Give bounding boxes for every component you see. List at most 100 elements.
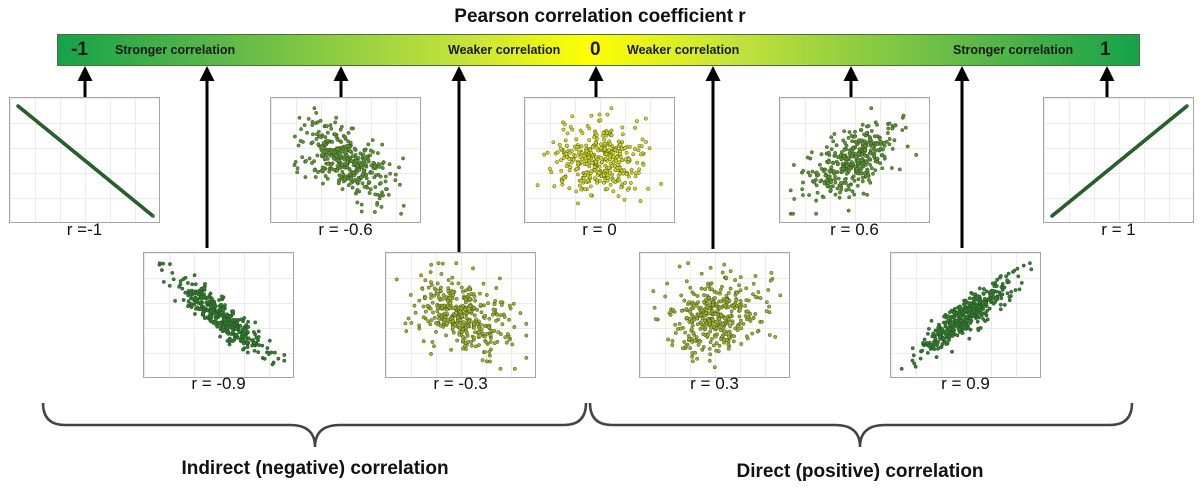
scatter-point <box>860 152 864 157</box>
scatter-point <box>192 289 197 294</box>
scatter-point <box>492 341 497 346</box>
scatter-point <box>723 304 728 308</box>
scatter-point <box>730 304 735 309</box>
scatter-point <box>491 307 496 312</box>
scatter-point <box>852 178 857 183</box>
scatter-point <box>483 313 488 318</box>
scatter-point <box>568 165 573 170</box>
scatter-point <box>724 332 728 337</box>
scatter-point <box>866 172 871 177</box>
r-value-label-3: r = -0.3 <box>433 374 488 393</box>
scatter-point <box>912 361 917 366</box>
scatter-point <box>477 330 482 335</box>
scatter-point <box>708 352 713 357</box>
scatter-point <box>705 301 710 306</box>
scatter-plot-8 <box>1043 97 1194 223</box>
scatter-point <box>670 343 675 347</box>
scatter-point <box>867 156 871 161</box>
scatter-point <box>721 321 725 326</box>
scatter-point <box>183 290 188 295</box>
scatter-point <box>892 138 897 143</box>
scatter-point <box>583 187 588 192</box>
scatter-point <box>272 350 277 355</box>
scatter-point <box>559 168 564 173</box>
scatter-point <box>333 120 338 125</box>
scatter-point <box>459 314 464 319</box>
scatter-point <box>970 291 975 296</box>
scatter-point <box>822 181 827 186</box>
scatter-point <box>377 196 382 201</box>
scatter-point <box>380 142 385 147</box>
scatter-point <box>851 174 856 179</box>
scatter-point <box>875 142 880 146</box>
scatter-point <box>622 197 627 202</box>
scatter-point <box>388 171 393 176</box>
scatter-point <box>587 164 592 169</box>
scatter-point <box>250 343 255 348</box>
scatter-point <box>437 312 442 317</box>
scatter-point <box>635 119 639 124</box>
scatter-point <box>564 152 569 156</box>
scatter-point <box>710 302 715 307</box>
scatter-point <box>399 211 404 216</box>
scatter-point <box>852 192 857 197</box>
scatter-point <box>735 324 740 329</box>
scatter-point <box>305 130 309 135</box>
scatter-point <box>463 307 468 312</box>
scatter-point <box>1007 294 1012 299</box>
scatter-point <box>355 164 360 169</box>
scatter-point <box>984 289 989 294</box>
scatter-point <box>451 293 456 297</box>
negative-group-brace <box>41 402 588 448</box>
scatter-point <box>946 318 951 323</box>
scatter-point <box>588 184 593 189</box>
scatter-point <box>862 171 867 176</box>
scatter-point <box>450 281 455 286</box>
scatter-point <box>549 170 554 175</box>
scatter-point <box>467 319 472 324</box>
correlation-scale-bar: -1 Stronger correlation Weaker correlati… <box>57 34 1140 66</box>
scatter-point <box>552 184 557 189</box>
scatter-point <box>864 162 868 167</box>
scatter-point <box>585 162 589 167</box>
scatter-point <box>812 180 817 185</box>
scatter-point <box>576 201 580 206</box>
scatter-point <box>659 182 664 186</box>
scatter-point <box>574 137 579 142</box>
scatter-point <box>574 189 579 194</box>
scatter-point <box>343 147 348 152</box>
scatter-point <box>310 161 314 165</box>
scatter-point <box>800 187 805 192</box>
scatter-point <box>855 183 860 188</box>
scatter-point <box>636 148 641 153</box>
scatter-point <box>437 316 441 321</box>
scatter-point <box>321 181 325 186</box>
scatter-point <box>397 165 401 170</box>
scatter-point <box>918 356 923 361</box>
scatter-point <box>731 339 736 344</box>
scatter-point <box>814 170 819 175</box>
scatter-point <box>823 173 828 178</box>
scatter-point <box>428 270 433 274</box>
scatter-point <box>859 162 864 167</box>
scatter-point <box>865 168 870 173</box>
scatter-point <box>472 305 477 310</box>
scatter-point <box>421 339 426 344</box>
scatter-point <box>922 337 927 342</box>
scatter-point <box>652 305 657 310</box>
scatter-point <box>373 192 378 197</box>
scatter-point <box>673 322 678 327</box>
scatter-point <box>367 191 372 195</box>
scatter-point <box>663 294 668 299</box>
scatter-point <box>621 171 626 176</box>
scatter-point <box>672 310 677 314</box>
scatter-point <box>617 178 622 183</box>
scatter-point <box>157 261 162 266</box>
scatter-point <box>1005 291 1010 296</box>
scatter-point <box>336 181 341 186</box>
scatter-point <box>487 349 492 354</box>
scatter-point <box>829 184 834 189</box>
scatter-point <box>952 307 957 311</box>
scatter-point <box>170 270 175 275</box>
scatter-point <box>307 156 312 161</box>
